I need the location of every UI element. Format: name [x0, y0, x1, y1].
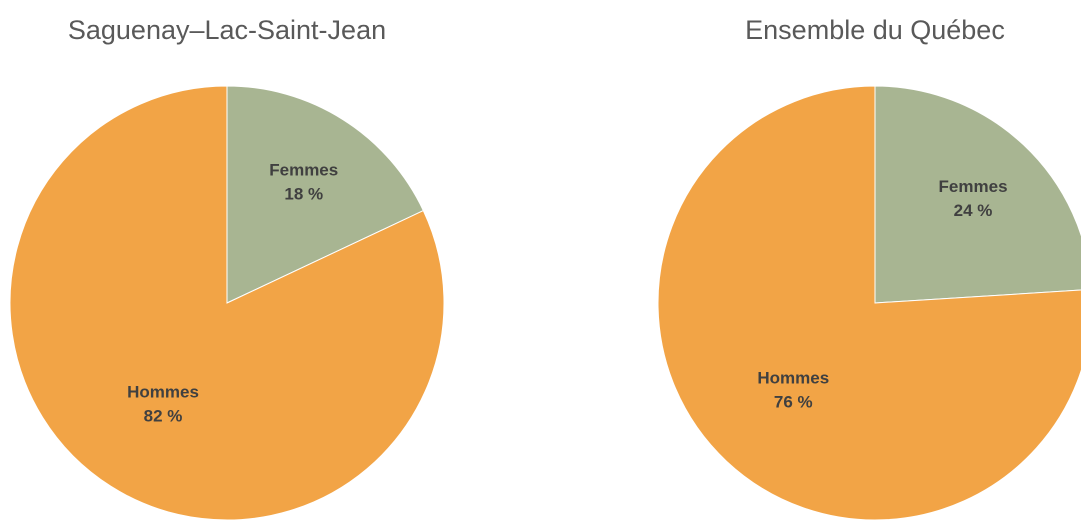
chart-title: Saguenay–Lac-Saint-Jean	[68, 15, 386, 45]
chart-title: Ensemble du Québec	[745, 15, 1005, 45]
pie-slice	[226, 85, 425, 304]
pie-slice	[874, 85, 1081, 304]
slice-category: Hommes	[127, 382, 199, 401]
slice-category: Femmes	[269, 161, 338, 180]
slice-category: Femmes	[939, 177, 1008, 196]
pie-slice	[9, 85, 445, 520]
slice-value-label: 18 %	[284, 185, 323, 204]
pie-slice	[657, 85, 1081, 520]
slice-value-label: 82 %	[144, 406, 183, 425]
slice-value-label: 76 %	[774, 392, 813, 411]
slice-value-label: 24 %	[954, 201, 993, 220]
slice-category: Hommes	[757, 368, 829, 387]
